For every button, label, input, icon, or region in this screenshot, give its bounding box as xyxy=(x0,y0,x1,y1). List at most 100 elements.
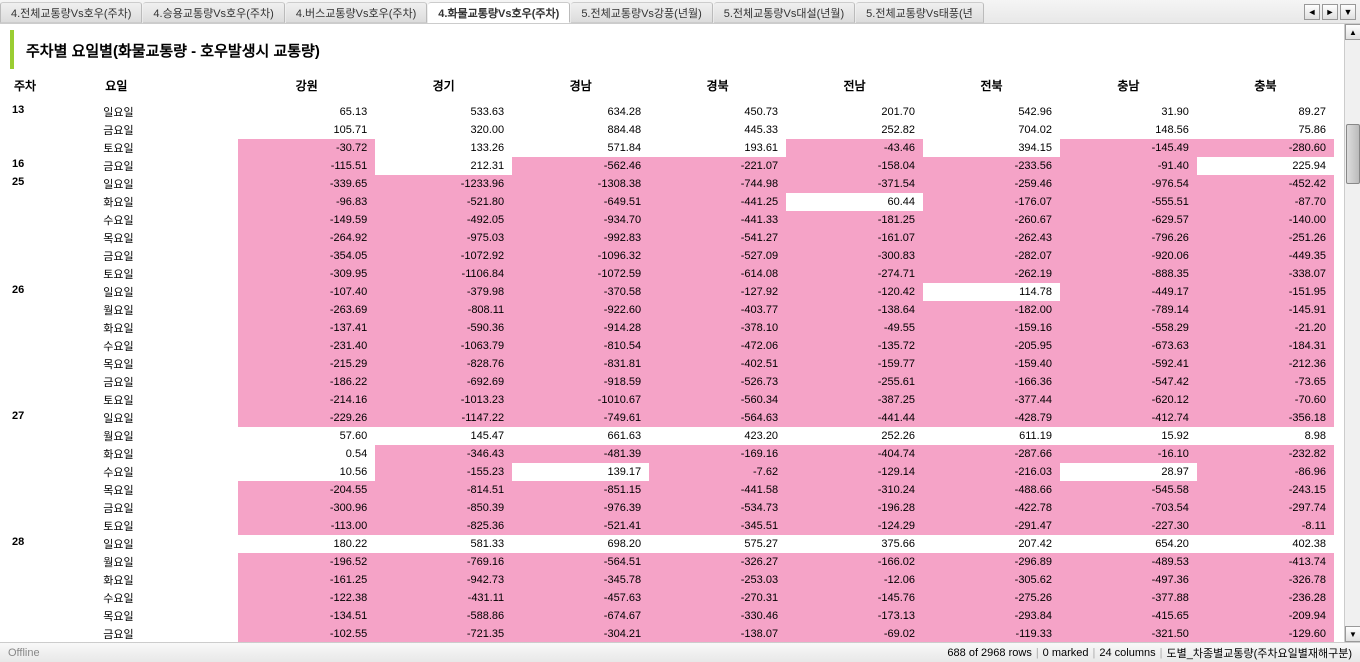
column-header[interactable]: 전북 xyxy=(923,73,1060,103)
table-row[interactable]: 금요일-300.96-850.39-976.39-534.73-196.28-4… xyxy=(10,499,1334,517)
value-cell: -214.16 xyxy=(238,391,375,409)
tab-scroll-left-button[interactable]: ◄ xyxy=(1304,4,1320,20)
value-cell: -86.96 xyxy=(1197,463,1334,481)
tab-scroll-right-button[interactable]: ► xyxy=(1322,4,1338,20)
column-header[interactable]: 경북 xyxy=(649,73,786,103)
value-cell: -305.62 xyxy=(923,571,1060,589)
column-header[interactable]: 요일 xyxy=(101,73,238,103)
table-row[interactable]: 화요일-137.41-590.36-914.28-378.10-49.55-15… xyxy=(10,319,1334,337)
value-cell: -831.81 xyxy=(512,355,649,373)
value-cell: -377.44 xyxy=(923,391,1060,409)
value-cell: -169.16 xyxy=(649,445,786,463)
value-cell: -140.00 xyxy=(1197,211,1334,229)
table-row[interactable]: 월요일-263.69-808.11-922.60-403.77-138.64-1… xyxy=(10,301,1334,319)
value-cell: -534.73 xyxy=(649,499,786,517)
value-cell: 65.13 xyxy=(238,103,375,122)
scroll-thumb[interactable] xyxy=(1346,124,1360,184)
day-cell: 토요일 xyxy=(101,391,238,409)
tab-5[interactable]: 5.전체교통량Vs대설(년월) xyxy=(714,2,855,23)
value-cell: -243.15 xyxy=(1197,481,1334,499)
value-cell: -942.73 xyxy=(375,571,512,589)
tab-menu-button[interactable]: ▼ xyxy=(1340,4,1356,20)
tab-2[interactable]: 4.버스교통량Vs호우(주차) xyxy=(286,2,427,23)
day-cell: 일요일 xyxy=(101,103,238,122)
tab-1[interactable]: 4.승용교통량Vs호우(주차) xyxy=(143,2,284,23)
value-cell: -138.07 xyxy=(649,625,786,642)
value-cell: -275.26 xyxy=(923,589,1060,607)
week-cell xyxy=(10,139,101,157)
day-cell: 목요일 xyxy=(101,481,238,499)
table-row[interactable]: 월요일-196.52-769.16-564.51-326.27-166.02-2… xyxy=(10,553,1334,571)
table-row[interactable]: 토요일-30.72133.26571.84193.61-43.46394.15-… xyxy=(10,139,1334,157)
value-cell: -127.92 xyxy=(649,283,786,301)
column-header[interactable]: 주차 xyxy=(10,73,101,103)
scroll-up-button[interactable]: ▲ xyxy=(1345,24,1360,40)
value-cell: -692.69 xyxy=(375,373,512,391)
value-cell: -21.20 xyxy=(1197,319,1334,337)
table-row[interactable]: 목요일-204.55-814.51-851.15-441.58-310.24-4… xyxy=(10,481,1334,499)
scroll-down-button[interactable]: ▼ xyxy=(1345,626,1360,642)
value-cell: -1010.67 xyxy=(512,391,649,409)
value-cell: -212.36 xyxy=(1197,355,1334,373)
table-row[interactable]: 금요일105.71320.00884.48445.33252.82704.021… xyxy=(10,121,1334,139)
column-header[interactable]: 강원 xyxy=(238,73,375,103)
value-cell: 193.61 xyxy=(649,139,786,157)
value-cell: -209.94 xyxy=(1197,607,1334,625)
column-header[interactable]: 충남 xyxy=(1060,73,1197,103)
table-row[interactable]: 16금요일-115.51212.31-562.46-221.07-158.04-… xyxy=(10,157,1334,175)
table-row[interactable]: 26일요일-107.40-379.98-370.58-127.92-120.42… xyxy=(10,283,1334,301)
table-row[interactable]: 화요일-161.25-942.73-345.78-253.03-12.06-30… xyxy=(10,571,1334,589)
value-cell: 654.20 xyxy=(1060,535,1197,553)
value-cell: 423.20 xyxy=(649,427,786,445)
table-row[interactable]: 화요일0.54-346.43-481.39-169.16-404.74-287.… xyxy=(10,445,1334,463)
tab-4[interactable]: 5.전체교통량Vs강풍(년월) xyxy=(571,2,712,23)
value-cell: -253.03 xyxy=(649,571,786,589)
value-cell: -558.29 xyxy=(1060,319,1197,337)
data-table: 주차요일강원경기경남경북전남전북충남충북 13일요일65.13533.63634… xyxy=(10,73,1334,642)
column-header[interactable]: 전남 xyxy=(786,73,923,103)
table-row[interactable]: 28일요일180.22581.33698.20575.27375.66207.4… xyxy=(10,535,1334,553)
day-cell: 금요일 xyxy=(101,499,238,517)
table-row[interactable]: 목요일-134.51-588.86-674.67-330.46-173.13-2… xyxy=(10,607,1334,625)
table-row[interactable]: 금요일-186.22-692.69-918.59-526.73-255.61-1… xyxy=(10,373,1334,391)
table-row[interactable]: 수요일-149.59-492.05-934.70-441.33-181.25-2… xyxy=(10,211,1334,229)
value-cell: -227.30 xyxy=(1060,517,1197,535)
value-cell: 575.27 xyxy=(649,535,786,553)
table-row[interactable]: 목요일-264.92-975.03-992.83-541.27-161.07-2… xyxy=(10,229,1334,247)
value-cell: -441.58 xyxy=(649,481,786,499)
table-row[interactable]: 수요일-122.38-431.11-457.63-270.31-145.76-2… xyxy=(10,589,1334,607)
value-cell: -371.54 xyxy=(786,175,923,193)
value-cell: -404.74 xyxy=(786,445,923,463)
tab-3[interactable]: 4.화물교통량Vs호우(주차) xyxy=(428,2,570,23)
table-row[interactable]: 화요일-96.83-521.80-649.51-441.2560.44-176.… xyxy=(10,193,1334,211)
table-row[interactable]: 수요일10.56-155.23139.17-7.62-129.14-216.03… xyxy=(10,463,1334,481)
table-row[interactable]: 금요일-102.55-721.35-304.21-138.07-69.02-11… xyxy=(10,625,1334,642)
table-row[interactable]: 토요일-113.00-825.36-521.41-345.51-124.29-2… xyxy=(10,517,1334,535)
column-header[interactable]: 충북 xyxy=(1197,73,1334,103)
status-context: 도별_차종별교통량(주차요일별재해구분) xyxy=(1167,645,1352,661)
value-cell: 75.86 xyxy=(1197,121,1334,139)
vertical-scrollbar[interactable]: ▲ ▼ xyxy=(1344,24,1360,642)
table-row[interactable]: 27일요일-229.26-1147.22-749.61-564.63-441.4… xyxy=(10,409,1334,427)
value-cell: -481.39 xyxy=(512,445,649,463)
value-cell: 375.66 xyxy=(786,535,923,553)
week-cell xyxy=(10,319,101,337)
value-cell: -204.55 xyxy=(238,481,375,499)
table-row[interactable]: 25일요일-339.65-1233.96-1308.38-744.98-371.… xyxy=(10,175,1334,193)
table-row[interactable]: 토요일-309.95-1106.84-1072.59-614.08-274.71… xyxy=(10,265,1334,283)
table-row[interactable]: 수요일-231.40-1063.79-810.54-472.06-135.72-… xyxy=(10,337,1334,355)
column-header[interactable]: 경남 xyxy=(512,73,649,103)
table-row[interactable]: 목요일-215.29-828.76-831.81-402.51-159.77-1… xyxy=(10,355,1334,373)
value-cell: -1233.96 xyxy=(375,175,512,193)
table-row[interactable]: 13일요일65.13533.63634.28450.73201.70542.96… xyxy=(10,103,1334,122)
table-row[interactable]: 토요일-214.16-1013.23-1010.67-560.34-387.25… xyxy=(10,391,1334,409)
day-cell: 월요일 xyxy=(101,427,238,445)
day-cell: 토요일 xyxy=(101,517,238,535)
value-cell: -221.07 xyxy=(649,157,786,175)
value-cell: 207.42 xyxy=(923,535,1060,553)
table-row[interactable]: 금요일-354.05-1072.92-1096.32-527.09-300.83… xyxy=(10,247,1334,265)
tab-6[interactable]: 5.전체교통량Vs태풍(년 xyxy=(856,2,984,23)
tab-0[interactable]: 4.전체교통량Vs호우(주차) xyxy=(0,2,142,23)
column-header[interactable]: 경기 xyxy=(375,73,512,103)
table-row[interactable]: 월요일57.60145.47661.63423.20252.26611.1915… xyxy=(10,427,1334,445)
